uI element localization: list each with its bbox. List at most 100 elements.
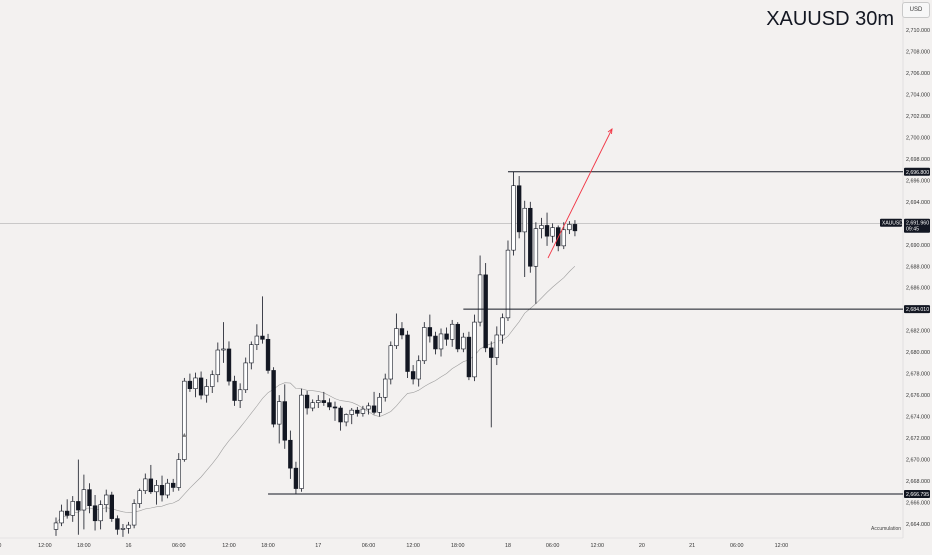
candle-body (260, 335, 265, 340)
candle-body (70, 501, 75, 516)
candle-body (76, 501, 81, 511)
x-tick-label: 18:00 (451, 543, 465, 549)
candle-body (154, 485, 159, 493)
candle-body (489, 347, 494, 358)
x-tick-label: 20 (639, 543, 645, 549)
y-tick-label: 2,676.000 (906, 393, 930, 399)
candle-body (433, 335, 438, 350)
projection-arrow[interactable] (547, 128, 613, 259)
footer-note: Accumulation (871, 526, 902, 532)
y-tick-label: 2,700.000 (906, 135, 930, 141)
candle-body (494, 334, 500, 358)
symbol-badge-label: XAUUSD (882, 221, 903, 227)
last-price-tag (904, 218, 930, 233)
x-tick-label: 12:00 (406, 543, 420, 549)
candle-body (165, 482, 170, 496)
candle-body (316, 400, 321, 403)
x-tick-label: 18 (505, 543, 511, 549)
candle-body (288, 439, 293, 469)
candle-body (232, 380, 237, 401)
candle-body (455, 323, 460, 350)
candle-body (226, 348, 232, 382)
x-tick-label: 18:00 (261, 543, 275, 549)
symbol-title: XAUUSD 30m (766, 8, 894, 30)
y-tick-label: 2,698.000 (906, 157, 930, 163)
candle-body (444, 333, 449, 340)
candle-body (371, 405, 377, 413)
projection-arrow-head (607, 128, 613, 135)
y-tick-label: 2,682.000 (906, 329, 930, 335)
candle-body (466, 336, 472, 378)
candle-body (388, 345, 393, 380)
candle-body (170, 482, 176, 488)
x-tick-label: 21 (689, 543, 695, 549)
candle-body (81, 489, 87, 511)
candle-body (550, 227, 555, 237)
y-tick-label: 2,672.000 (906, 436, 930, 442)
candle-body (254, 335, 260, 345)
candle-body (383, 378, 388, 398)
candle-body (500, 317, 505, 336)
candle-body (360, 408, 366, 414)
candle-body (572, 224, 578, 232)
candle-body (115, 518, 120, 530)
candle-body (327, 402, 332, 408)
candle-body (567, 224, 572, 231)
last-price-label: 2,691.960 (906, 221, 929, 227)
candle-body (126, 524, 131, 529)
candle-body (477, 274, 483, 323)
candle-body (349, 409, 354, 415)
x-tick-label: 06:00 (362, 543, 376, 549)
x-tick-label: 17 (315, 543, 321, 549)
candle-body (221, 348, 226, 351)
y-tick-label: 2,680.000 (906, 350, 930, 356)
x-tick-label: 12:00 (775, 543, 789, 549)
candle-body (427, 327, 433, 337)
candle-body (299, 394, 304, 489)
currency-button[interactable]: USD (902, 2, 930, 18)
candle-body (304, 394, 310, 409)
candle-body (405, 334, 410, 372)
candle-body (394, 328, 399, 347)
candle-body (438, 333, 444, 350)
y-tick-label: 2,674.000 (906, 415, 930, 421)
candle-body (137, 490, 142, 504)
y-tick-label: 2,694.000 (906, 200, 930, 206)
candle-body (483, 274, 488, 349)
candle-body (159, 485, 165, 496)
y-tick-label: 2,678.000 (906, 372, 930, 378)
candle-body (472, 321, 477, 378)
y-tick-label: 2,690.000 (906, 243, 930, 249)
candle-body (271, 370, 276, 425)
candle-body (59, 510, 64, 524)
x-tick-label: 06:00 (172, 543, 186, 549)
candle-body (528, 207, 533, 267)
candle-body (355, 409, 360, 414)
candle-body (533, 228, 539, 267)
level-price-label: 2,666.795 (906, 492, 929, 498)
candle-body (461, 336, 466, 350)
candle-body (410, 371, 416, 380)
candle-body (143, 478, 148, 492)
x-tick-label: 16 (126, 543, 132, 549)
candle-body (109, 494, 115, 519)
candle-body (182, 380, 187, 460)
candle-body (215, 349, 221, 376)
candle-body (249, 344, 254, 364)
candle-body (53, 522, 59, 530)
candle-body (332, 406, 338, 409)
candle-body (366, 405, 371, 410)
candle-body (120, 527, 126, 530)
candle-body (92, 505, 98, 522)
y-tick-label: 2,688.000 (906, 264, 930, 270)
y-tick-label: 2,666.000 (906, 501, 930, 507)
y-tick-label: 2,670.000 (906, 458, 930, 464)
candle-body (449, 323, 455, 340)
y-tick-label: 2,686.000 (906, 286, 930, 292)
level-price-label: 2,696.800 (906, 170, 929, 176)
candle-body (198, 377, 204, 396)
x-tick-label: 06:00 (0, 543, 1, 549)
y-tick-label: 2,696.000 (906, 178, 930, 184)
